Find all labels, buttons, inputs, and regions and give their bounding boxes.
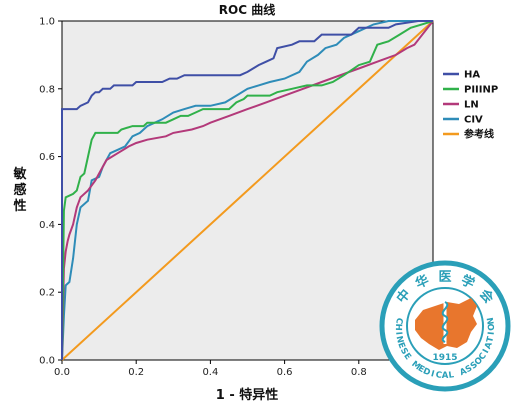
x-tick-label: 0.0: [54, 367, 70, 378]
seal-top-char: 医: [438, 270, 451, 285]
seal-bottom-char: E: [395, 341, 406, 350]
seal-bottom-char: T: [485, 335, 496, 343]
seal-bottom-char: E: [401, 351, 413, 362]
seal-bottom-char: A: [442, 371, 449, 381]
seal-bottom-char: I: [487, 331, 497, 335]
seal-bottom-char: C: [393, 317, 404, 325]
seal-bottom-char: A: [483, 340, 495, 350]
x-tick-label: 0.8: [351, 367, 367, 378]
series-line-PIIINP: [61, 20, 434, 361]
seal-bottom-char: S: [469, 360, 480, 372]
x-axis-title: 1 - 特异性: [216, 387, 279, 403]
watermark-seal: 1915 中华医学会 CHINESE MEDI C A L ASSOCIATION: [379, 260, 511, 392]
y-tick-label: 0.4: [39, 220, 55, 231]
seal-bottom-char: H: [393, 323, 403, 331]
seal-bottom-char: I: [393, 331, 403, 335]
legend-label-HA: HA: [464, 70, 480, 81]
series-line-CIV: [61, 20, 433, 361]
y-tick-label: 0.0: [39, 356, 55, 367]
seal-bottom-char: C: [435, 370, 443, 381]
series-line-HA: [61, 20, 433, 360]
seal-bottom-char: I: [430, 369, 436, 379]
seal-bottom-char: I: [481, 348, 491, 356]
seal-bottom-char: N: [394, 335, 405, 344]
chart-title: ROC 曲线: [219, 2, 275, 17]
seal-bottom-char: N: [486, 316, 497, 325]
seal-year: 1915: [432, 353, 457, 363]
seal-bottom-char: D: [421, 366, 431, 378]
y-axis-title-char: 性: [13, 198, 26, 214]
y-axis-title: 敏感性: [12, 166, 27, 214]
seal-bottom-char: A: [458, 366, 468, 378]
legend: HA PIIINP LN CIV 参考线: [443, 70, 498, 141]
legend-label-PIIINP: PIIINP: [464, 85, 498, 96]
seal-bottom-char: O: [487, 323, 497, 331]
legend-label-CIV: CIV: [464, 115, 483, 126]
seal-bottom-char: E: [416, 364, 426, 376]
seal-top-char: 学: [459, 272, 478, 292]
seal-bottom-char: L: [448, 370, 455, 381]
seal-bottom-char: C: [477, 351, 489, 362]
staff-icon: [443, 296, 447, 344]
y-axis-title-char: 感: [13, 182, 26, 198]
y-axis-title-char: 敏: [12, 166, 27, 182]
serpent-icon: [441, 301, 449, 343]
legend-label-LN: LN: [464, 100, 479, 111]
y-tick-label: 0.2: [39, 288, 55, 299]
y-axis-ticks: 0.0 0.2 0.4 0.6 0.8 1.0: [39, 17, 62, 367]
series-layer: [61, 20, 434, 361]
x-tick-label: 0.4: [202, 367, 218, 378]
seal-top-char: 华: [413, 272, 432, 292]
seal-bottom-char: S: [398, 346, 410, 356]
seal-bottom-char: S: [464, 364, 474, 376]
y-tick-label: 1.0: [39, 17, 55, 28]
y-tick-label: 0.6: [39, 152, 55, 163]
x-tick-label: 0.6: [277, 367, 293, 378]
series-line-参考线: [61, 20, 434, 361]
x-tick-label: 0.2: [128, 367, 144, 378]
legend-label-参考线: 参考线: [464, 128, 494, 141]
y-tick-label: 0.8: [39, 84, 55, 95]
x-axis-ticks: 0.00.20.40.60.81.0: [54, 360, 441, 378]
